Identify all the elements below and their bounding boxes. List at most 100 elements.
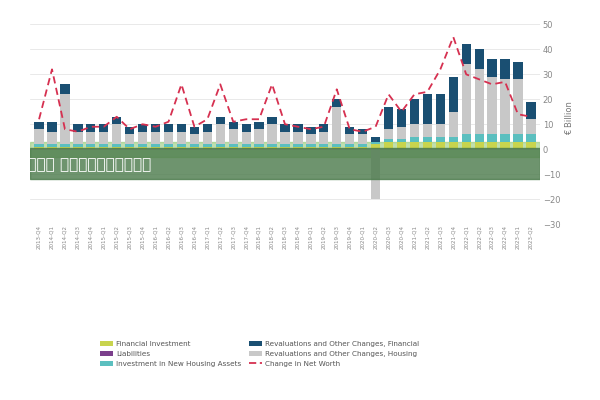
Bar <box>203 147 212 149</box>
Bar <box>151 144 160 147</box>
Bar <box>319 147 328 149</box>
Bar <box>34 129 44 144</box>
Bar <box>358 144 367 147</box>
Y-axis label: € Billion: € Billion <box>565 101 574 135</box>
Bar <box>254 144 264 147</box>
Bar <box>319 124 328 132</box>
Bar <box>73 147 83 149</box>
Bar <box>526 134 536 142</box>
Bar <box>280 124 290 132</box>
Bar <box>30 148 540 179</box>
Bar <box>229 147 238 149</box>
Bar <box>203 144 212 147</box>
Bar <box>203 132 212 144</box>
Bar <box>306 144 316 147</box>
Bar <box>306 127 316 134</box>
Bar <box>177 144 186 147</box>
Bar <box>268 147 277 149</box>
Bar <box>461 142 471 149</box>
Bar <box>151 124 160 132</box>
Bar <box>384 107 393 129</box>
Bar <box>371 149 380 199</box>
Bar <box>268 144 277 147</box>
Bar <box>358 147 367 149</box>
Bar <box>73 124 83 132</box>
Bar <box>125 147 134 149</box>
Bar <box>280 132 290 144</box>
Bar <box>60 147 70 149</box>
Bar <box>190 127 199 134</box>
Bar <box>125 144 134 147</box>
Bar <box>514 62 523 79</box>
Bar <box>190 147 199 149</box>
Bar <box>99 132 109 144</box>
Bar <box>500 142 510 149</box>
Bar <box>487 59 497 77</box>
Bar <box>487 77 497 134</box>
Bar <box>60 144 70 147</box>
Bar <box>177 124 186 132</box>
Bar <box>423 142 432 149</box>
Bar <box>215 144 225 147</box>
Bar <box>358 129 367 134</box>
Bar <box>86 147 95 149</box>
Bar <box>397 142 406 149</box>
Bar <box>293 147 302 149</box>
Bar <box>254 129 264 144</box>
Bar <box>177 147 186 149</box>
Bar <box>164 124 173 132</box>
Bar <box>397 139 406 142</box>
Bar <box>254 147 264 149</box>
Bar <box>436 124 445 137</box>
Bar <box>449 77 458 112</box>
Bar <box>280 144 290 147</box>
Bar <box>138 147 147 149</box>
Bar <box>371 144 380 149</box>
Bar <box>151 147 160 149</box>
Bar <box>34 122 44 129</box>
Bar <box>30 142 540 157</box>
Bar <box>125 134 134 144</box>
Bar <box>47 132 56 144</box>
Bar <box>410 142 419 149</box>
Legend: Financial Investment, Liabilities, Investment in New Housing Assets, Revaluation: Financial Investment, Liabilities, Inves… <box>97 338 422 370</box>
Bar <box>371 142 380 144</box>
Bar <box>112 147 121 149</box>
Bar <box>500 134 510 142</box>
Bar <box>229 129 238 144</box>
Bar <box>242 144 251 147</box>
Bar <box>164 132 173 144</box>
Bar <box>384 139 393 142</box>
Bar <box>229 122 238 129</box>
Bar <box>229 144 238 147</box>
Bar <box>449 137 458 142</box>
Bar <box>293 124 302 132</box>
Bar <box>436 137 445 142</box>
Bar <box>475 134 484 142</box>
Bar <box>475 50 484 69</box>
Bar <box>242 147 251 149</box>
Bar <box>358 134 367 144</box>
Bar <box>345 134 355 144</box>
Bar <box>99 124 109 132</box>
Bar <box>526 102 536 119</box>
Bar <box>99 147 109 149</box>
Bar <box>151 132 160 144</box>
Bar <box>190 134 199 144</box>
Bar <box>306 147 316 149</box>
Bar <box>332 147 341 149</box>
Bar <box>164 147 173 149</box>
Bar <box>73 132 83 144</box>
Bar <box>475 142 484 149</box>
Bar <box>47 144 56 147</box>
Bar <box>410 124 419 137</box>
Bar <box>397 109 406 127</box>
Bar <box>526 119 536 134</box>
Bar <box>215 117 225 124</box>
Bar <box>60 84 70 94</box>
Bar <box>203 124 212 132</box>
Bar <box>34 147 44 149</box>
Bar <box>319 132 328 144</box>
Bar <box>112 124 121 144</box>
Bar <box>242 132 251 144</box>
